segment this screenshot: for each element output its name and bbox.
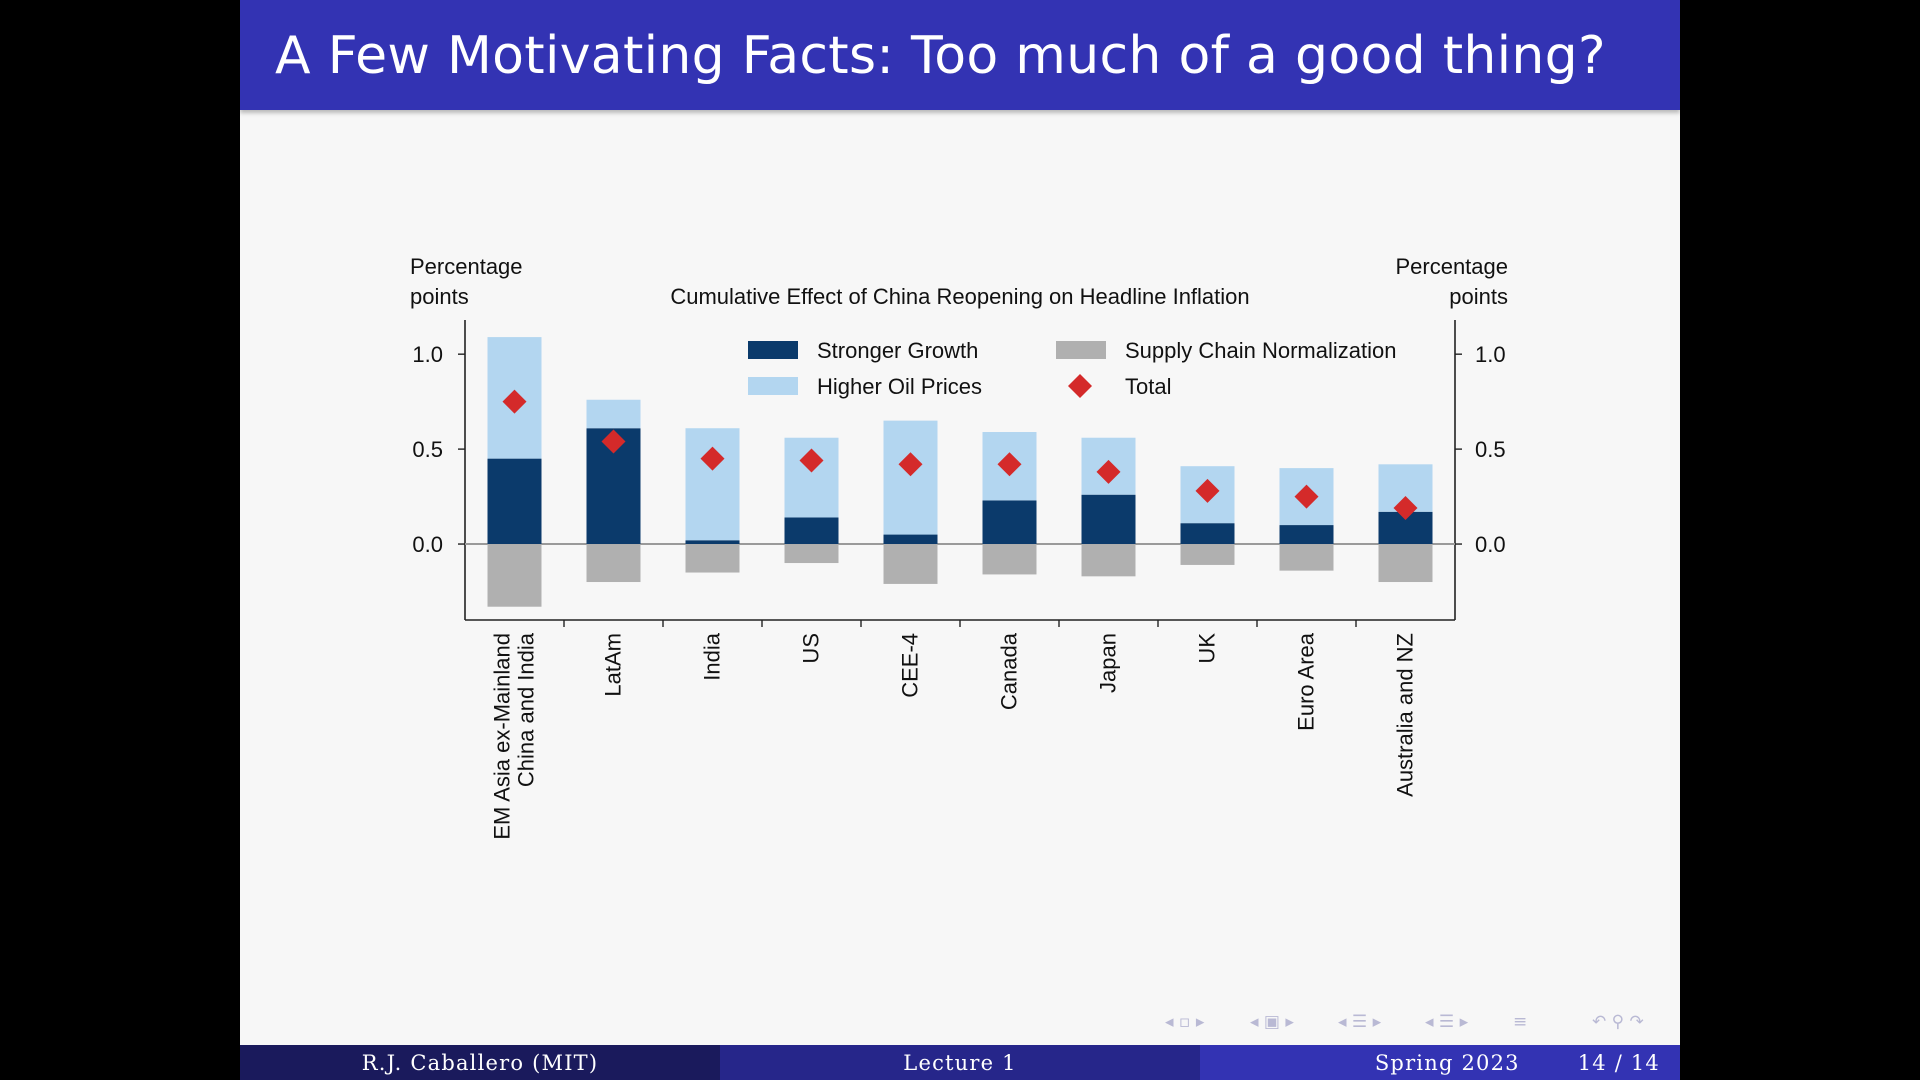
x-category-label: LatAm [601, 633, 626, 697]
x-category-label-line: CEE-4 [898, 633, 923, 698]
y-axis-label-left-line1: Percentage [410, 254, 523, 279]
bar-supply-chain-normalization [1081, 544, 1136, 577]
bar-supply-chain-normalization [1279, 544, 1334, 571]
x-category-label-line: China and India [514, 632, 539, 787]
y-tick-label-left: 0.0 [412, 532, 443, 557]
nav-prev-next-frame-icon[interactable]: ◂ ▫ ▸ [1165, 1012, 1205, 1032]
x-category-label-line: UK [1195, 633, 1220, 664]
bar-higher-oil-prices [883, 420, 938, 535]
y-tick-label-left: 1.0 [412, 342, 443, 367]
chart-legend: Stronger Growth Supply Chain Normalizatio… [748, 338, 1396, 399]
legend-swatch-total [1068, 374, 1092, 398]
footer-page-number: 14 / 14 [1577, 1050, 1660, 1075]
x-category-label-line: LatAm [601, 633, 626, 697]
chart-title: Cumulative Effect of China Reopening on … [670, 284, 1249, 309]
total-marker [1294, 484, 1319, 509]
footer-lecture: Lecture 1 [720, 1045, 1200, 1080]
legend-label-higher-oil-prices: Higher Oil Prices [817, 374, 982, 399]
y-tick-label-right: 1.0 [1475, 342, 1506, 367]
y-tick-label-left: 0.5 [412, 437, 443, 462]
bar-supply-chain-normalization [982, 544, 1037, 575]
bar-supply-chain-normalization [1378, 544, 1433, 583]
total-marker [502, 389, 527, 414]
y-tick-label-right: 0.0 [1475, 532, 1506, 557]
total-marker [799, 448, 824, 473]
legend-label-supply-chain-normalization: Supply Chain Normalization [1125, 338, 1396, 363]
x-category-label-line: Australia and NZ [1393, 633, 1418, 797]
footer: R.J. Caballero (MIT) Lecture 1 Spring 20… [240, 1045, 1680, 1080]
x-category-label-line: Japan [1096, 633, 1121, 693]
nav-subsection-icon[interactable]: ◂ ▣ ▸ [1250, 1012, 1294, 1032]
bar-stronger-growth [685, 540, 740, 545]
legend-swatch-stronger-growth [748, 341, 798, 359]
x-category-label: CEE-4 [898, 633, 923, 698]
bar-stronger-growth [1279, 525, 1334, 545]
x-category-label: Japan [1096, 633, 1121, 693]
bar-stronger-growth [1180, 523, 1235, 545]
nav-section-icon[interactable]: ◂ ☰ ▸ [1338, 1012, 1382, 1032]
bar-supply-chain-normalization [1180, 544, 1235, 565]
bar-stronger-growth [784, 517, 839, 545]
x-category-label: Canada [997, 632, 1022, 710]
slide-title: A Few Motivating Facts: Too much of a go… [275, 26, 1606, 86]
y-tick-label-right: 0.5 [1475, 437, 1506, 462]
bar-stronger-growth [1081, 494, 1136, 545]
bar-supply-chain-normalization [883, 544, 938, 584]
x-category-label-line: India [700, 632, 725, 680]
total-marker [898, 452, 923, 477]
y-axis-label-right-line1: Percentage [1395, 254, 1508, 279]
total-marker [1096, 459, 1121, 484]
x-category-label-line: Canada [997, 632, 1022, 710]
total-marker [997, 452, 1022, 477]
total-marker [700, 446, 725, 471]
title-bar: A Few Motivating Facts: Too much of a go… [240, 0, 1680, 110]
bar-higher-oil-prices [685, 428, 740, 541]
bar-stronger-growth [883, 534, 938, 545]
y-axis-label-left-line2: points [410, 284, 469, 309]
chart-labels: 0.0 0.0 0.5 0.5 1.0 1.0 EM Asia ex-MainlandChi… [410, 254, 1508, 840]
x-category-label-line: EM Asia ex-Mainland [490, 633, 515, 840]
chart: 0.0 0.0 0.5 0.5 1.0 1.0 EM Asia ex-MainlandChi… [410, 254, 1508, 840]
chart-bars [487, 337, 1433, 607]
slide: A Few Motivating Facts: Too much of a go… [240, 0, 1680, 1080]
bar-supply-chain-normalization [784, 544, 839, 564]
legend-swatch-higher-oil-prices [748, 377, 798, 395]
y-axis-label-right-line2: points [1449, 284, 1508, 309]
bar-stronger-growth [982, 500, 1037, 545]
x-category-label: EM Asia ex-MainlandChina and India [490, 632, 539, 839]
legend-label-total: Total [1125, 374, 1171, 399]
bar-stronger-growth [487, 458, 542, 545]
nav-search-back-icon[interactable]: ↶ ⚲ ↷ [1592, 1012, 1644, 1032]
bar-higher-oil-prices [586, 399, 641, 429]
bar-supply-chain-normalization [487, 544, 542, 607]
footer-right: Spring 2023 14 / 14 [1200, 1045, 1680, 1080]
legend-label-stronger-growth: Stronger Growth [817, 338, 978, 363]
nav-document-icon[interactable]: ◂ ☰ ▸ [1425, 1012, 1469, 1032]
legend-swatch-supply-chain-normalization [1056, 341, 1106, 359]
footer-term: Spring 2023 [1374, 1050, 1520, 1075]
x-category-label: India [700, 632, 725, 680]
total-marker [1195, 478, 1220, 503]
bar-supply-chain-normalization [586, 544, 641, 583]
bar-supply-chain-normalization [685, 544, 740, 573]
total-marker [1393, 495, 1418, 520]
chart-total-markers [502, 389, 1418, 520]
nav-appendix-icon[interactable]: ≡ [1513, 1012, 1528, 1032]
x-category-label-line: US [799, 633, 824, 664]
x-category-label: Australia and NZ [1393, 633, 1418, 797]
x-category-label: Euro Area [1294, 632, 1319, 731]
x-category-label: UK [1195, 633, 1220, 664]
x-category-label-line: Euro Area [1294, 632, 1319, 731]
total-marker [601, 429, 626, 454]
x-category-label: US [799, 633, 824, 664]
footer-author: R.J. Caballero (MIT) [240, 1045, 720, 1080]
